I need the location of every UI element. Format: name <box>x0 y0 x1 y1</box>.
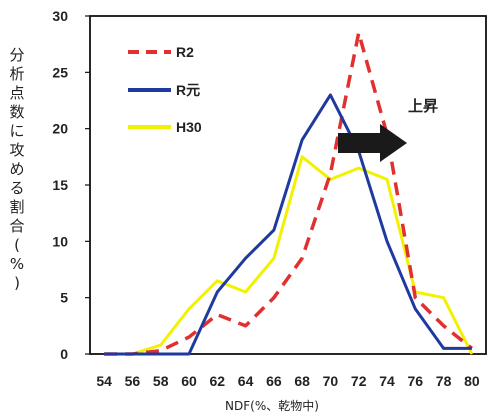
x-tick-label-6: 66 <box>266 373 282 389</box>
series-line-1 <box>104 93 472 356</box>
x-tick-label-10: 74 <box>379 373 395 389</box>
y-axis-label: 分析点数に攻める割合(%) <box>9 46 24 292</box>
x-tick-label-11: 76 <box>407 373 423 389</box>
legend-label-h30: H30 <box>176 119 202 135</box>
y-axis-ticks: 0 5 10 15 20 25 30 <box>52 8 90 362</box>
x-tick-label-12: 78 <box>436 373 452 389</box>
x-axis-label: NDF(%、乾物中) <box>225 398 319 413</box>
annotation-label: 上昇 <box>408 97 438 115</box>
series-line-0 <box>104 31 473 356</box>
y-tick-label-1: 5 <box>60 290 68 306</box>
right-arrow-icon <box>338 124 407 162</box>
x-tick-label-2: 58 <box>153 373 169 389</box>
legend: R2 R元 H30 <box>128 44 202 135</box>
x-tick-label-13: 80 <box>464 373 480 389</box>
series-lines <box>104 31 474 356</box>
x-tick-label-5: 64 <box>238 373 254 389</box>
y-tick-label-4: 20 <box>52 121 68 137</box>
legend-label-r2: R2 <box>176 44 194 60</box>
x-tick-label-9: 72 <box>351 373 367 389</box>
y-tick-label-5: 25 <box>52 64 68 80</box>
x-tick-label-1: 56 <box>125 373 141 389</box>
x-tick-label-0: 54 <box>96 373 112 389</box>
x-tick-label-7: 68 <box>294 373 310 389</box>
legend-label-r-gen: R元 <box>176 82 200 98</box>
x-tick-label-3: 60 <box>181 373 197 389</box>
x-tick-label-4: 62 <box>209 373 225 389</box>
x-axis-ticks: 54 56 58 60 62 64 66 68 70 72 74 76 78 80 <box>96 373 480 389</box>
y-tick-label-6: 30 <box>52 8 68 24</box>
x-tick-label-8: 70 <box>323 373 339 389</box>
y-tick-label-3: 15 <box>52 177 68 193</box>
rise-annotation: 上昇 <box>338 97 438 162</box>
y-tick-label-0: 0 <box>60 346 68 362</box>
y-tick-label-2: 10 <box>52 233 68 249</box>
